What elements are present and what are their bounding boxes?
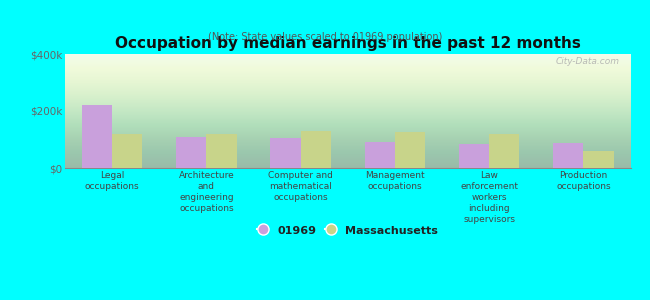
Text: (Note: State values scaled to 01969 population): (Note: State values scaled to 01969 popu…	[208, 32, 442, 41]
Text: City-Data.com: City-Data.com	[555, 57, 619, 66]
Bar	[270, 138, 300, 168]
Bar	[489, 134, 519, 168]
Bar	[82, 105, 112, 168]
Bar	[207, 134, 237, 168]
Bar	[395, 132, 425, 168]
Legend: 01969, Massachusetts: 01969, Massachusetts	[253, 220, 443, 240]
Bar	[365, 142, 395, 168]
Bar	[553, 143, 584, 168]
Bar	[459, 144, 489, 168]
Bar	[300, 131, 331, 168]
Title: Occupation by median earnings in the past 12 months: Occupation by median earnings in the pas…	[115, 36, 580, 51]
Bar	[584, 151, 614, 168]
Bar	[176, 137, 206, 168]
Bar	[112, 134, 142, 168]
